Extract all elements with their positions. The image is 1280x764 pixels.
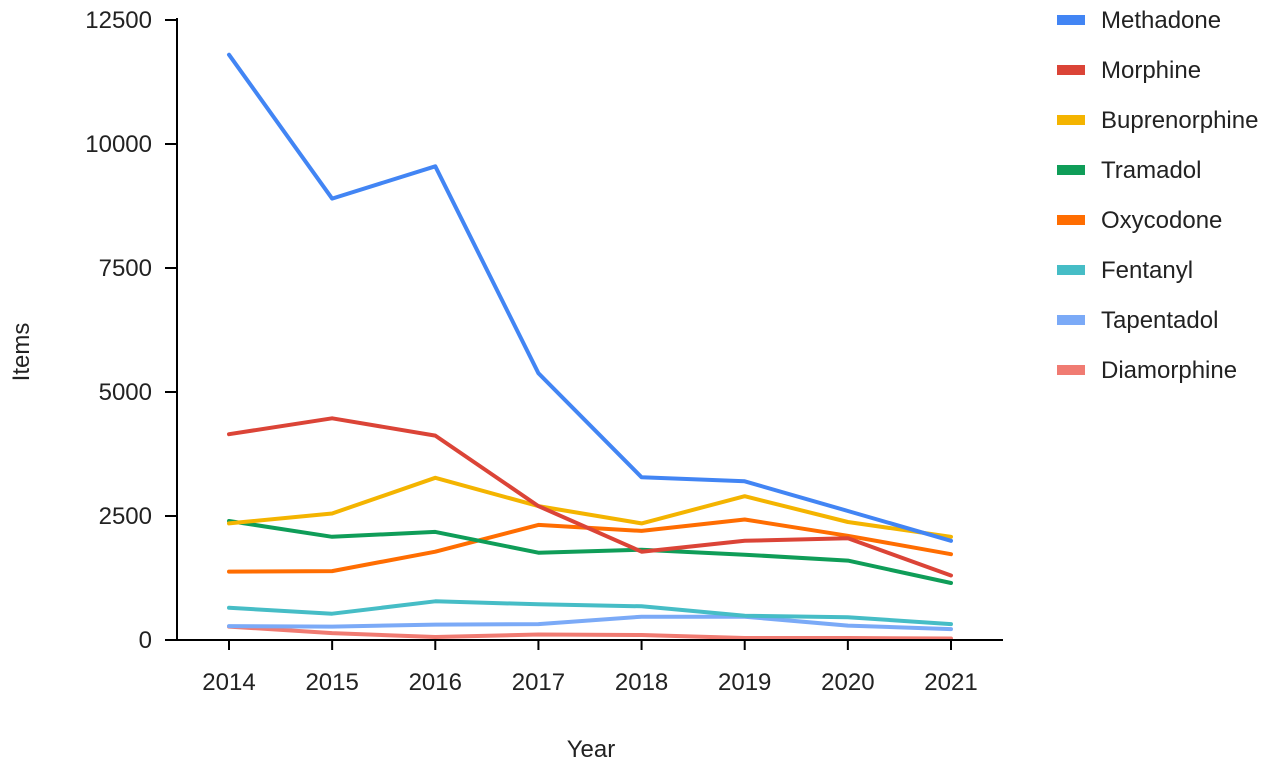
legend-label: Methadone [1101,7,1221,34]
legend-item-diamorphine: Diamorphine [1057,357,1237,384]
series-line-morphine [227,416,953,578]
legend-swatch [1057,365,1085,375]
legend-item-tapentadol: Tapentadol [1057,307,1218,334]
series-line-diamorphine [227,624,953,641]
series-line-tramadol [227,519,953,585]
axes: 0 2500 5000 7500 10000 12500 2014 2015 2016 2017 2… [85,7,1003,696]
series-line-methadone [227,52,953,543]
x-tick-label: 2015 [305,669,358,696]
plot-area [227,52,953,641]
x-tick-label: 2014 [202,669,255,696]
x-axis-title: Year [567,736,616,763]
legend-item-morphine: Morphine [1057,57,1201,84]
series-line-buprenorphine [227,475,953,539]
y-tick-label: 2500 [99,503,152,530]
legend-item-oxycodone: Oxycodone [1057,207,1222,234]
legend-item-buprenorphine: Buprenorphine [1057,107,1258,134]
x-tick-label: 2019 [718,669,771,696]
legend-item-tramadol: Tramadol [1057,157,1201,184]
legend-swatch [1057,115,1085,125]
legend-item-methadone: Methadone [1057,7,1221,34]
legend-label: Buprenorphine [1101,107,1258,134]
x-tick-label: 2018 [615,669,668,696]
legend: Methadone Morphine Buprenorphine Tramadol Ox… [1057,7,1258,384]
legend-label: Tapentadol [1101,307,1218,334]
x-tick-label: 2020 [821,669,874,696]
x-tick-label: 2021 [924,669,977,696]
y-tick-label: 12500 [85,7,152,34]
legend-label: Tramadol [1101,157,1201,184]
legend-item-fentanyl: Fentanyl [1057,257,1193,284]
y-tick-label: 10000 [85,131,152,158]
series-line-tapentadol [227,614,953,632]
series-line-fentanyl [227,599,953,627]
y-tick-label: 0 [139,627,152,654]
x-tick-label: 2016 [409,669,462,696]
legend-swatch [1057,215,1085,225]
legend-label: Fentanyl [1101,257,1193,284]
legend-swatch [1057,265,1085,275]
legend-swatch [1057,15,1085,25]
y-tick-label: 5000 [99,379,152,406]
legend-label: Morphine [1101,57,1201,84]
legend-swatch [1057,165,1085,175]
legend-label: Oxycodone [1101,207,1222,234]
x-tick-label: 2017 [512,669,565,696]
legend-swatch [1057,315,1085,325]
legend-swatch [1057,65,1085,75]
y-axis-title: Items [8,323,35,382]
y-tick-label: 7500 [99,255,152,282]
legend-label: Diamorphine [1101,357,1237,384]
